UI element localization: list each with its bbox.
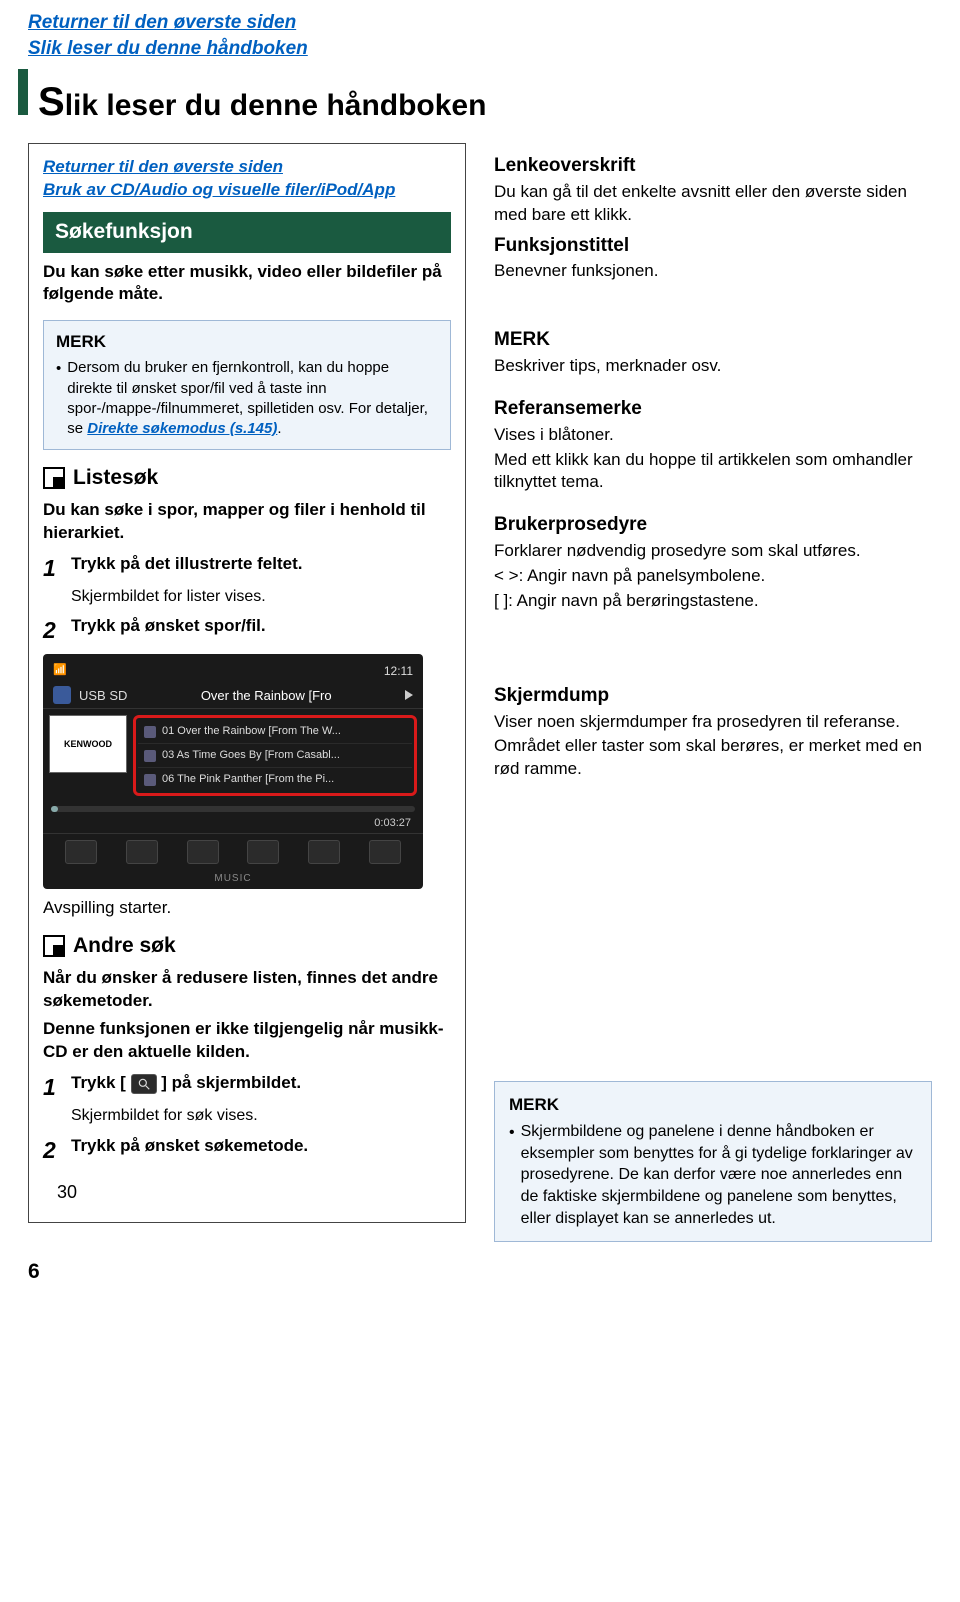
step-1-sub: Skjermbildet for lister vises. xyxy=(71,586,451,608)
andre-step-2-number: 2 xyxy=(43,1135,61,1166)
merk-bottom-bullet: Skjermbildene og panelene i denne håndbo… xyxy=(509,1121,917,1229)
note-icon xyxy=(144,726,156,738)
ss-header: USB SD Over the Rainbow [Fro xyxy=(43,682,423,709)
ss-statusbar: 📶 12:11 xyxy=(43,660,423,682)
merk-bottom-title: MERK xyxy=(509,1094,917,1117)
step-2-text: Trykk på ønsket spor/fil. xyxy=(71,615,266,646)
page-number: 6 xyxy=(0,1242,960,1302)
ss-toolbar-btn[interactable] xyxy=(65,840,97,864)
def-text: Beskriver tips, merknader osv. xyxy=(494,355,932,378)
playback-start-text: Avspilling starter. xyxy=(43,897,451,920)
ss-track-row[interactable]: 01 Over the Rainbow [From The W... xyxy=(138,720,412,744)
ss-track-list-highlight[interactable]: 01 Over the Rainbow [From The W... 03 As… xyxy=(133,715,417,796)
andre-step-2: 2 Trykk på ønsket søkemetode. xyxy=(43,1135,451,1166)
note-icon xyxy=(144,750,156,762)
merk-bottom-box: MERK Skjermbildene og panelene i denne h… xyxy=(494,1081,932,1242)
andre-step-1: 1 Trykk [ ] på skjermbildet. xyxy=(43,1072,451,1103)
ss-clock: 12:11 xyxy=(384,663,413,679)
ss-now-playing: Over the Rainbow [Fro xyxy=(135,687,397,705)
ss-elapsed: 0:03:27 xyxy=(43,816,423,833)
ss-toolbar-btn[interactable] xyxy=(187,840,219,864)
reference-link[interactable]: Direkte søkemodus (s.145) xyxy=(87,420,277,437)
listesok-title: Listesøk xyxy=(73,464,158,492)
ss-toolbar-btn[interactable] xyxy=(369,840,401,864)
def-title: MERK xyxy=(494,327,932,353)
step-2: 2 Trykk på ønsket spor/fil. xyxy=(43,615,451,646)
andre-step-1-sub: Skjermbildet for søk vises. xyxy=(71,1105,451,1127)
list-icon xyxy=(43,935,65,957)
ss-toolbar-btn[interactable] xyxy=(308,840,340,864)
list-icon xyxy=(43,467,65,489)
def-title: Brukerprosedyre xyxy=(494,512,932,538)
ss-toolbar-btn[interactable] xyxy=(247,840,279,864)
step-1-text: Trykk på det illustrerte feltet. xyxy=(71,553,302,584)
def-text: [ ]: Angir navn på berøringstastene. xyxy=(494,590,932,613)
def-text: Vises i blåtoner. xyxy=(494,424,932,447)
def-merk: MERK Beskriver tips, merknader osv. xyxy=(494,327,932,378)
def-title: Skjermdump xyxy=(494,683,932,709)
andre-step-1-text: Trykk [ ] på skjermbildet. xyxy=(71,1072,301,1103)
listesok-desc: Du kan søke i spor, mapper og filer i he… xyxy=(43,499,451,545)
def-text: Området eller taster som skal berøres, e… xyxy=(494,735,932,781)
ss-toolbar-btn[interactable] xyxy=(126,840,158,864)
andre-step-1-number: 1 xyxy=(43,1072,61,1103)
def-title: Funksjonstittel xyxy=(494,233,932,259)
def-lenkeoverskrift: Lenkeoverskrift Du kan gå til det enkelt… xyxy=(494,153,932,283)
example-page-number: 30 xyxy=(57,1180,451,1204)
left-example-frame: Returner til den øverste siden Bruk av C… xyxy=(28,143,466,1223)
usb-icon xyxy=(53,686,71,704)
def-text: < >: Angir navn på panelsymbolene. xyxy=(494,565,932,588)
andresok-line1: Når du ønsker å redusere listen, finnes … xyxy=(43,967,451,1013)
note-icon xyxy=(144,774,156,786)
step-2-number: 2 xyxy=(43,615,61,646)
ss-music-label: MUSIC xyxy=(43,872,423,890)
def-skjermdump: Skjermdump Viser noen skjermdumper fra p… xyxy=(494,683,932,781)
def-text: Med ett klikk kan du hoppe til artikkele… xyxy=(494,449,932,495)
ss-track-row[interactable]: 06 The Pink Panther [From the Pi... xyxy=(138,768,412,791)
def-title: Referansemerke xyxy=(494,396,932,422)
frame-link-return[interactable]: Returner til den øverste siden xyxy=(43,156,451,179)
def-text: Forklarer nødvendig prosedyre som skal u… xyxy=(494,540,932,563)
andresok-line2: Denne funksjonen er ikke tilgjengelig nå… xyxy=(43,1018,451,1064)
andresok-heading-row: Andre søk xyxy=(43,932,451,960)
merk-bullet: Dersom du bruker en fjernkontroll, kan d… xyxy=(56,358,438,439)
device-screenshot: 📶 12:11 USB SD Over the Rainbow [Fro KEN… xyxy=(43,654,423,889)
ss-album-art: KENWOOD xyxy=(49,715,127,773)
play-icon xyxy=(405,690,413,700)
step-1: 1 Trykk på det illustrerte feltet. xyxy=(43,553,451,584)
top-link-block: Returner til den øverste siden Slik lese… xyxy=(0,0,960,63)
def-text: Benevner funksjonen. xyxy=(494,260,932,283)
step-1-number: 1 xyxy=(43,553,61,584)
def-title: Lenkeoverskrift xyxy=(494,153,932,179)
def-text: Viser noen skjermdumper fra prosedyren t… xyxy=(494,711,932,734)
andresok-title: Andre søk xyxy=(73,932,176,960)
link-howto[interactable]: Slik leser du denne håndboken xyxy=(28,36,932,62)
listesok-heading-row: Listesøk xyxy=(43,464,451,492)
andre-step-2-text: Trykk på ønsket søkemetode. xyxy=(71,1135,308,1166)
def-text: Du kan gå til det enkelte avsnitt eller … xyxy=(494,181,932,227)
left-column: Returner til den øverste siden Bruk av C… xyxy=(28,143,466,1242)
link-return-top[interactable]: Returner til den øverste siden xyxy=(28,10,932,36)
search-description: Du kan søke etter musikk, video eller bi… xyxy=(43,261,451,307)
ss-toolbar xyxy=(43,833,423,872)
def-referanse: Referansemerke Vises i blåtoner. Med ett… xyxy=(494,396,932,494)
title-accent-bar xyxy=(18,69,28,115)
page-title-wrap: Slik leser du denne håndboken xyxy=(18,69,942,129)
right-column: Lenkeoverskrift Du kan gå til det enkelt… xyxy=(494,143,932,1242)
page-title: Slik leser du denne håndboken xyxy=(38,75,486,129)
search-button-icon xyxy=(131,1074,157,1094)
ss-progress-bar[interactable] xyxy=(51,806,415,812)
def-brukerprosedyre: Brukerprosedyre Forklarer nødvendig pros… xyxy=(494,512,932,612)
merk-note-box: MERK Dersom du bruker en fjernkontroll, … xyxy=(43,320,451,450)
merk-bottom-text: Skjermbildene og panelene i denne håndbo… xyxy=(521,1121,917,1229)
merk-title: MERK xyxy=(56,331,438,354)
ss-source: USB SD xyxy=(79,687,127,705)
ss-track-row[interactable]: 03 As Time Goes By [From Casabl... xyxy=(138,744,412,768)
wifi-icon: 📶 xyxy=(53,663,67,679)
section-title-search: Søkefunksjon xyxy=(43,212,451,252)
frame-link-cdaudio[interactable]: Bruk av CD/Audio og visuelle filer/iPod/… xyxy=(43,179,451,202)
